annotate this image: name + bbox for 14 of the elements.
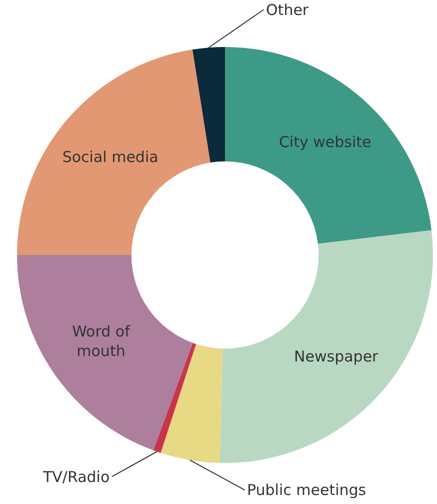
donut-slice (220, 230, 433, 463)
donut-slice (153, 342, 196, 453)
slice-label: Public meetings (247, 481, 366, 499)
donut-slice (160, 344, 223, 463)
slice-label: Social media (62, 148, 158, 166)
donut-slice (225, 47, 432, 244)
donut-slice (192, 47, 225, 163)
donut-slice (17, 50, 210, 255)
slice-label: Other (266, 1, 310, 19)
donut-slice (17, 255, 193, 450)
slice-label: City website (278, 133, 372, 152)
slice-label: Newspaper (294, 347, 380, 366)
slice-label: TV/Radio (42, 468, 110, 486)
slice-label: Word of mouth (72, 322, 131, 360)
